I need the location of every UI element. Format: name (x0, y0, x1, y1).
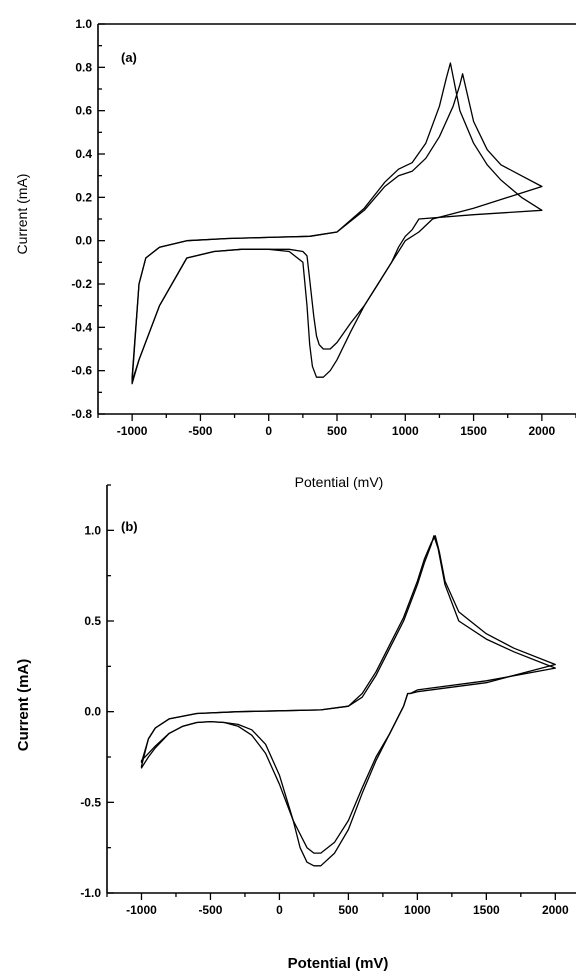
y-tick-label: 0.0 (84, 705, 101, 719)
cv-trace-1 (131, 62, 543, 383)
x-tick-label: 0 (265, 424, 272, 438)
y-tick-label: -1.0 (80, 886, 101, 900)
y-tick-label: -0.2 (71, 277, 92, 291)
y-tick-label: -0.5 (80, 795, 101, 809)
x-tick-label: 0 (276, 903, 283, 917)
x-tick-label: 2000 (542, 903, 569, 917)
panel-a: Current (mA) Potential (mV) (a) -1000 -50… (14, 17, 576, 490)
y-tick-label: 0.2 (75, 190, 92, 204)
panel-b-ylabel: Current (mA) (15, 659, 32, 752)
y-tick-label: 0.8 (75, 60, 92, 74)
x-tick-label: -500 (198, 903, 222, 917)
panel-b: Current (mA) Potential (mV) (b) -1000 -50… (15, 484, 576, 972)
y-tick-label: 0.5 (84, 614, 101, 628)
x-tick-label: 1500 (473, 903, 500, 917)
panel-a-xlabel: Potential (mV) (295, 474, 384, 490)
x-tick-label: 1000 (404, 903, 431, 917)
panel-b-xlabel: Potential (mV) (288, 955, 389, 972)
y-tick-label: 1.0 (84, 523, 101, 537)
x-tick-label: 1000 (392, 424, 419, 438)
y-tick-label: -0.4 (71, 320, 92, 334)
y-tick-label: -0.6 (71, 364, 92, 378)
x-tick-label: -500 (188, 424, 212, 438)
panel-a-plot-area: -1000 -500 0 500 1000 1500 2000 -0.8 -0.6 -0.4 -0.… (71, 17, 576, 438)
y-tick-label: 1.0 (75, 17, 92, 31)
x-tick-label: -1000 (126, 903, 157, 917)
panel-a-label: (a) (121, 50, 137, 65)
x-tick-label: 2000 (529, 424, 556, 438)
panel-a-ylabel: Current (mA) (14, 174, 30, 255)
panel-b-plot-area: -1000 -500 0 500 1000 1500 2000 -1.0 -0.5 0.0 0.5 1… (80, 484, 576, 917)
y-tick-label: -0.8 (71, 407, 92, 421)
y-tick-label: 0.4 (75, 147, 92, 161)
x-tick-label: -1000 (117, 424, 148, 438)
x-tick-label: 500 (338, 903, 358, 917)
x-tick-label: 500 (327, 424, 347, 438)
cv-trace-1 (140, 535, 556, 854)
cv-trace-2 (131, 73, 543, 385)
cv-trace-2 (140, 535, 556, 867)
x-tick-label: 1500 (460, 424, 487, 438)
panel-b-label: (b) (121, 519, 138, 534)
y-tick-label: 0.6 (75, 104, 92, 118)
y-tick-label: 0.0 (75, 234, 92, 248)
